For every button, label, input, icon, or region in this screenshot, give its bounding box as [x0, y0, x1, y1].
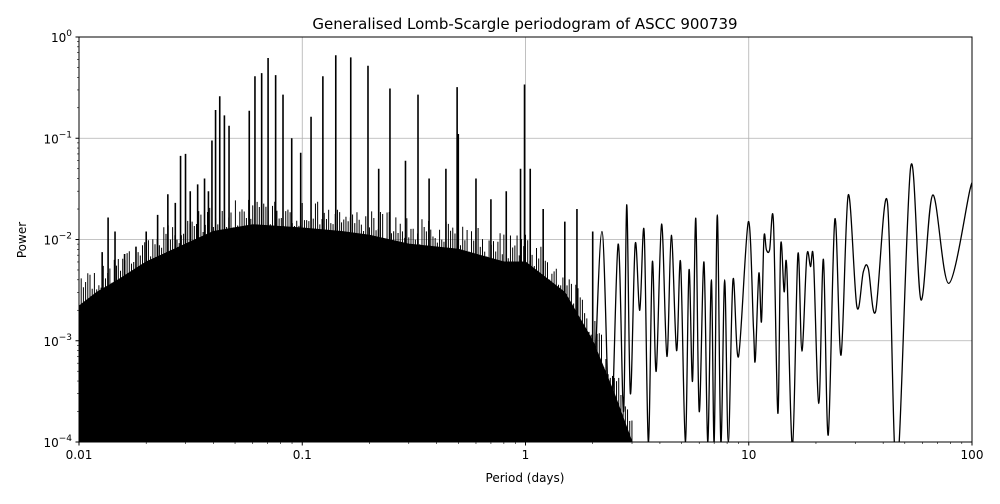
x-tick-label: 0.1 — [293, 448, 312, 462]
y-tick-base: 10 — [43, 132, 58, 146]
x-tick-label: 1 — [522, 448, 530, 462]
x-tick-label: 0.01 — [66, 448, 93, 462]
x-tick-label: 10 — [741, 448, 756, 462]
x-tick-label: 100 — [961, 448, 984, 462]
y-tick-base: 10 — [51, 31, 66, 45]
y-axis-label: Power — [15, 222, 29, 258]
y-tick-label: 10−4 — [43, 434, 72, 450]
periodogram-line — [592, 163, 972, 442]
y-tick-exponent: −2 — [59, 232, 72, 242]
y-tick-exponent: −1 — [59, 130, 72, 140]
y-tick-base: 10 — [43, 436, 58, 450]
y-tick-exponent: −3 — [59, 333, 72, 343]
y-tick-label: 10−3 — [43, 333, 72, 349]
y-tick-label: 100 — [51, 29, 72, 45]
data-layer — [79, 55, 972, 442]
y-tick-label: 10−1 — [43, 130, 72, 146]
y-tick-base: 10 — [43, 335, 58, 349]
y-tick-label: 10−2 — [43, 232, 72, 248]
y-tick-exponent: 0 — [66, 29, 72, 39]
y-tick-exponent: −4 — [59, 434, 73, 444]
x-axis-label: Period (days) — [486, 471, 565, 485]
y-tick-base: 10 — [43, 234, 58, 248]
chart-title: Generalised Lomb-Scargle periodogram of … — [312, 15, 737, 33]
